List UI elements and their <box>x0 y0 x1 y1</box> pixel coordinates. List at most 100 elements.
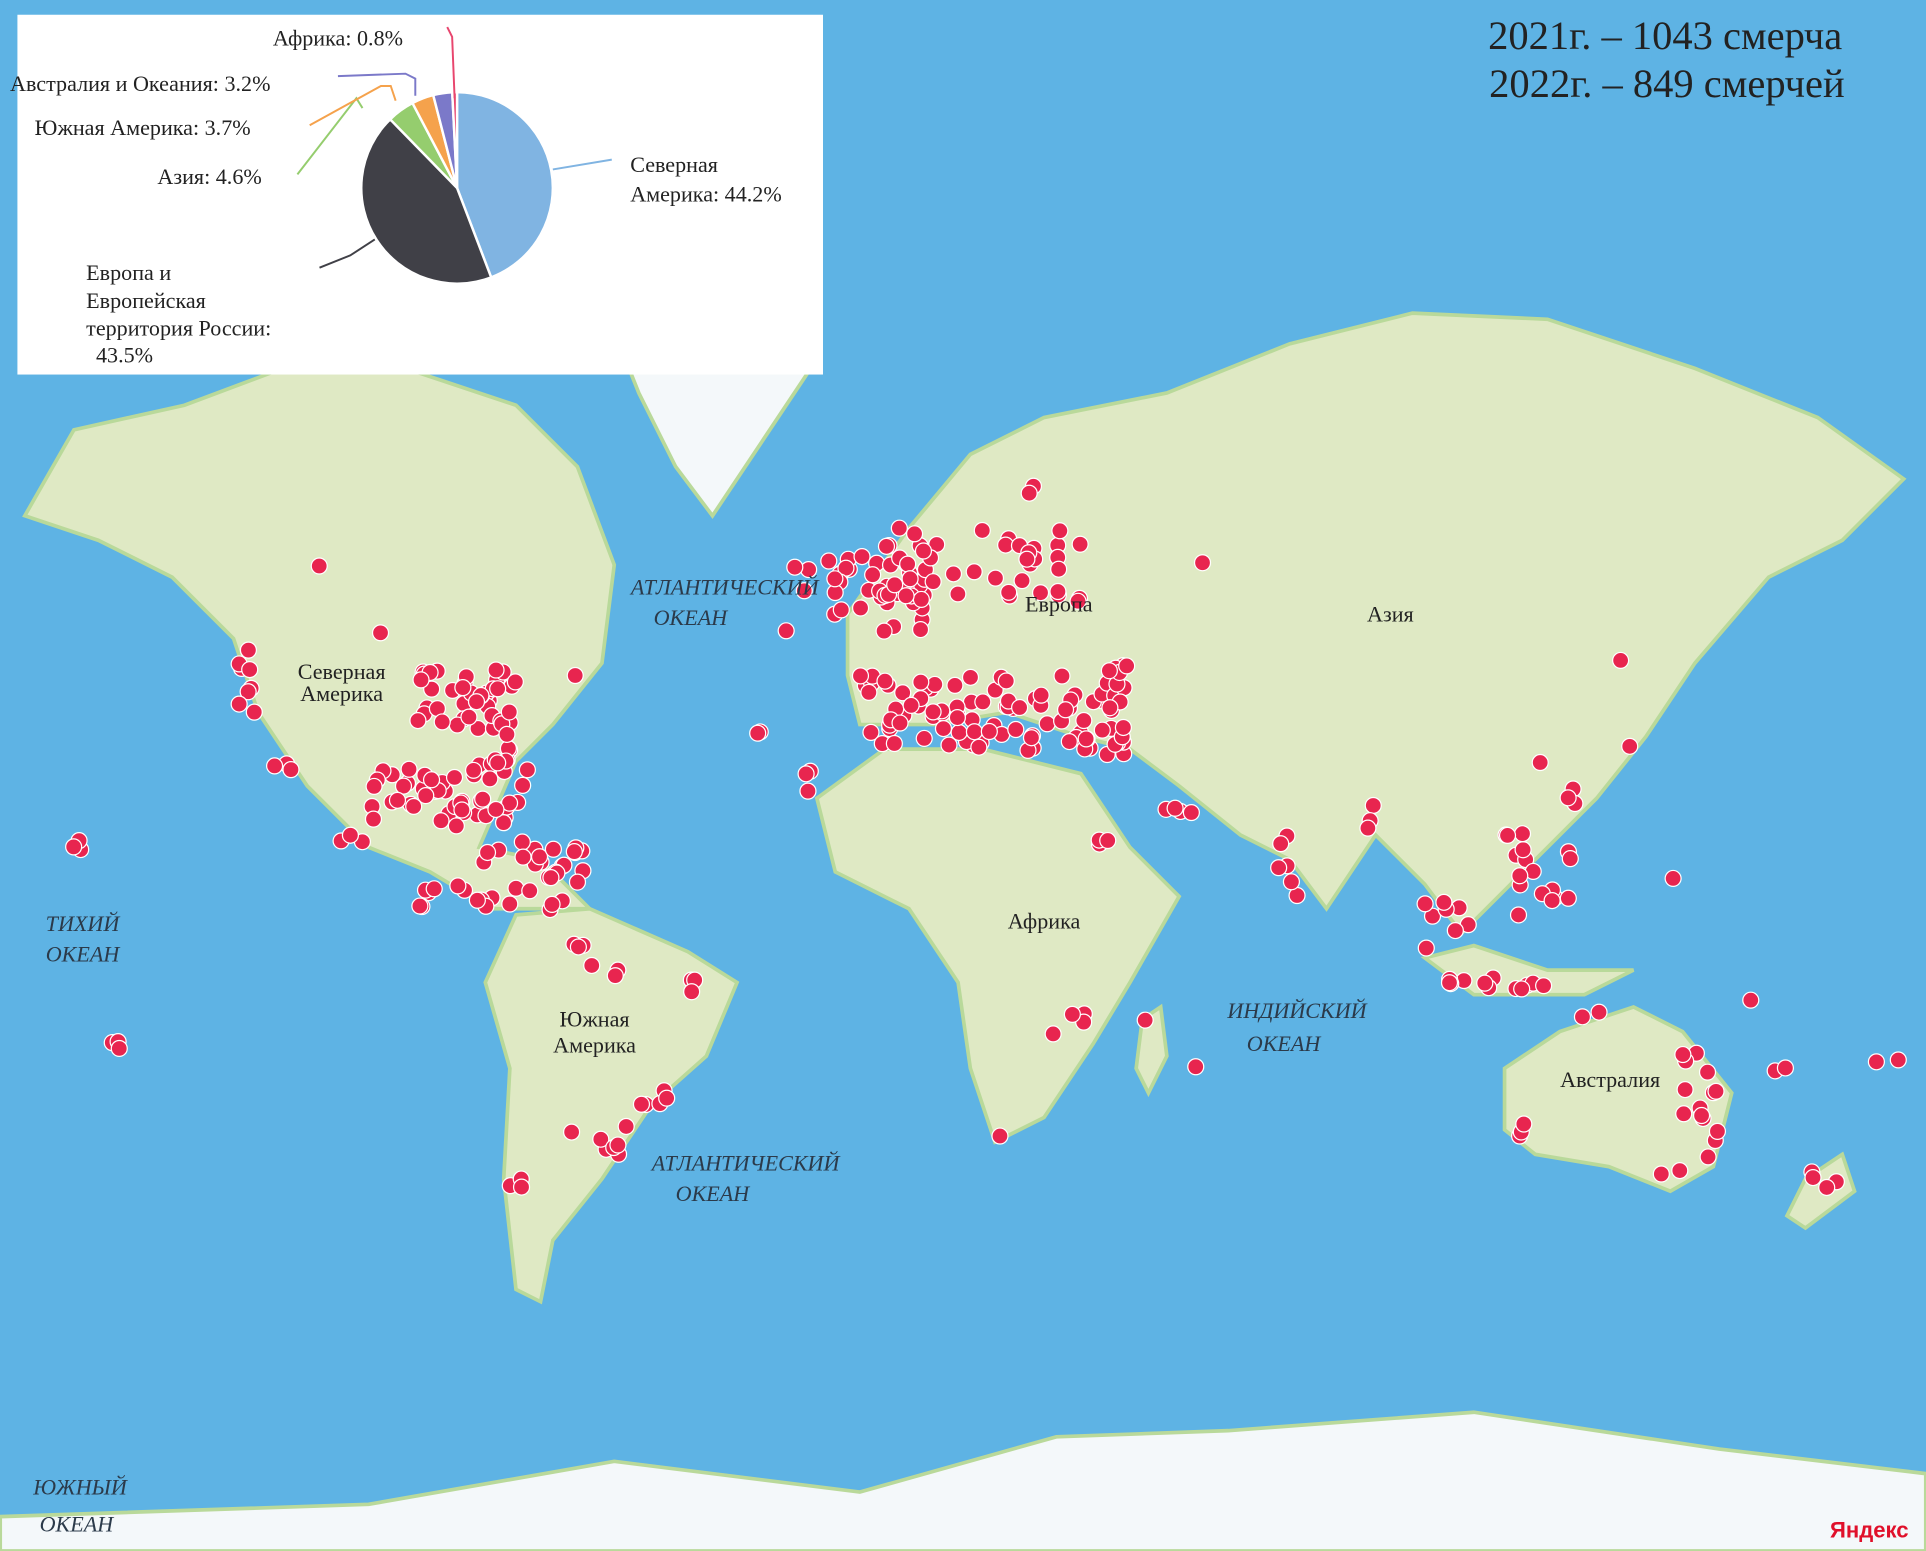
tornado-marker[interactable] <box>965 723 984 741</box>
tornado-marker[interactable] <box>592 1130 610 1148</box>
tornado-marker[interactable] <box>230 695 248 713</box>
tornado-marker[interactable] <box>851 599 870 617</box>
tornado-marker[interactable] <box>507 879 525 897</box>
tornado-marker[interactable] <box>453 801 471 819</box>
tornado-marker[interactable] <box>901 570 919 588</box>
tornado-marker[interactable] <box>1182 803 1200 822</box>
tornado-marker[interactable] <box>460 708 478 726</box>
tornado-marker[interactable] <box>489 754 507 772</box>
tornado-marker[interactable] <box>1699 1148 1717 1166</box>
tornado-marker[interactable] <box>912 673 930 691</box>
tornado-marker[interactable] <box>905 525 924 543</box>
tornado-marker[interactable] <box>433 713 451 731</box>
tornado-marker[interactable] <box>543 895 561 913</box>
tornado-marker[interactable] <box>1676 1080 1694 1099</box>
tornado-marker[interactable] <box>948 708 966 727</box>
tornado-marker[interactable] <box>447 817 465 835</box>
tornado-marker[interactable] <box>1543 892 1561 910</box>
tornado-marker[interactable] <box>1071 535 1089 553</box>
tornado-marker[interactable] <box>899 555 917 573</box>
tornado-marker[interactable] <box>518 761 536 779</box>
tornado-marker[interactable] <box>341 826 360 844</box>
tornado-marker[interactable] <box>1867 1053 1885 1071</box>
tornado-marker[interactable] <box>542 869 560 887</box>
tornado-marker[interactable] <box>885 734 903 753</box>
tornado-marker[interactable] <box>1099 831 1117 850</box>
tornado-marker[interactable] <box>569 938 587 956</box>
tornado-marker[interactable] <box>1020 484 1038 502</box>
tornado-marker[interactable] <box>924 703 942 721</box>
tornado-marker[interactable] <box>445 768 464 787</box>
tornado-marker[interactable] <box>1049 582 1067 601</box>
tornado-marker[interactable] <box>478 843 497 862</box>
tornado-marker[interactable] <box>632 1095 651 1113</box>
tornado-marker[interactable] <box>875 622 893 640</box>
tornado-marker[interactable] <box>1136 1011 1154 1029</box>
tornado-marker[interactable] <box>1889 1051 1907 1069</box>
tornado-marker[interactable] <box>388 791 407 809</box>
tornado-marker[interactable] <box>1818 1178 1836 1197</box>
tornado-marker[interactable] <box>513 833 531 851</box>
tornado-marker[interactable] <box>1590 1003 1608 1021</box>
tornado-marker[interactable] <box>1652 1165 1670 1183</box>
tornado-marker[interactable] <box>487 661 505 679</box>
tornado-marker[interactable] <box>797 765 815 783</box>
tornado-marker[interactable] <box>877 537 896 555</box>
tornado-marker[interactable] <box>239 683 257 701</box>
tornado-marker[interactable] <box>412 671 430 689</box>
tornado-marker[interactable] <box>911 620 930 639</box>
tornado-marker[interactable] <box>777 622 795 640</box>
tornado-marker[interactable] <box>371 624 390 642</box>
tornado-marker[interactable] <box>940 736 958 754</box>
tornado-marker[interactable] <box>514 776 532 794</box>
tornado-marker[interactable] <box>853 548 871 566</box>
tornado-marker[interactable] <box>886 576 904 594</box>
tornado-marker[interactable] <box>749 724 767 742</box>
tornado-marker[interactable] <box>563 1123 581 1141</box>
tornado-marker[interactable] <box>1056 701 1075 719</box>
tornado-marker[interactable] <box>860 683 878 701</box>
tornado-marker[interactable] <box>1032 686 1050 704</box>
tornado-marker[interactable] <box>1621 737 1639 755</box>
tornado-marker[interactable] <box>606 967 624 985</box>
tornado-marker[interactable] <box>1093 721 1111 739</box>
tornado-marker[interactable] <box>365 777 383 796</box>
tornado-marker[interactable] <box>986 569 1005 587</box>
tornado-marker[interactable] <box>897 587 915 605</box>
tornado-marker[interactable] <box>1031 584 1050 602</box>
tornado-marker[interactable] <box>1511 867 1529 885</box>
tornado-marker[interactable] <box>1075 711 1093 730</box>
tornado-marker[interactable] <box>1416 895 1434 913</box>
tornado-marker[interactable] <box>310 557 328 575</box>
tornado-marker[interactable] <box>514 848 532 866</box>
tornado-marker[interactable] <box>1440 974 1459 992</box>
tornado-marker[interactable] <box>1707 1082 1725 1100</box>
tornado-marker[interactable] <box>1044 1025 1062 1043</box>
tornado-marker[interactable] <box>1742 991 1760 1009</box>
tornado-marker[interactable] <box>973 521 991 540</box>
tornado-marker[interactable] <box>1101 699 1119 717</box>
tornado-marker[interactable] <box>1022 729 1041 747</box>
tornado-marker[interactable] <box>1692 1106 1711 1125</box>
tornado-marker[interactable] <box>974 693 992 711</box>
tornado-marker[interactable] <box>65 838 83 856</box>
tornado-marker[interactable] <box>1060 732 1078 751</box>
tornado-marker[interactable] <box>512 1178 531 1196</box>
tornado-marker[interactable] <box>1804 1168 1822 1187</box>
tornado-marker[interactable] <box>1535 977 1553 995</box>
tornado-marker[interactable] <box>820 552 838 570</box>
tornado-marker[interactable] <box>566 666 584 685</box>
tornado-marker[interactable] <box>961 668 980 686</box>
tornado-marker[interactable] <box>425 880 443 898</box>
tornado-marker[interactable] <box>500 703 518 721</box>
tornado-marker[interactable] <box>449 877 467 895</box>
tornado-marker[interactable] <box>851 667 870 685</box>
tornado-marker[interactable] <box>487 800 505 819</box>
tornado-marker[interactable] <box>530 848 549 866</box>
tornado-marker[interactable] <box>1435 893 1453 911</box>
tornado-marker[interactable] <box>876 672 894 690</box>
tornado-marker[interactable] <box>544 840 562 858</box>
tornado-marker[interactable] <box>1100 662 1118 680</box>
tornado-marker[interactable] <box>799 782 817 800</box>
tornado-marker[interactable] <box>1053 667 1071 685</box>
